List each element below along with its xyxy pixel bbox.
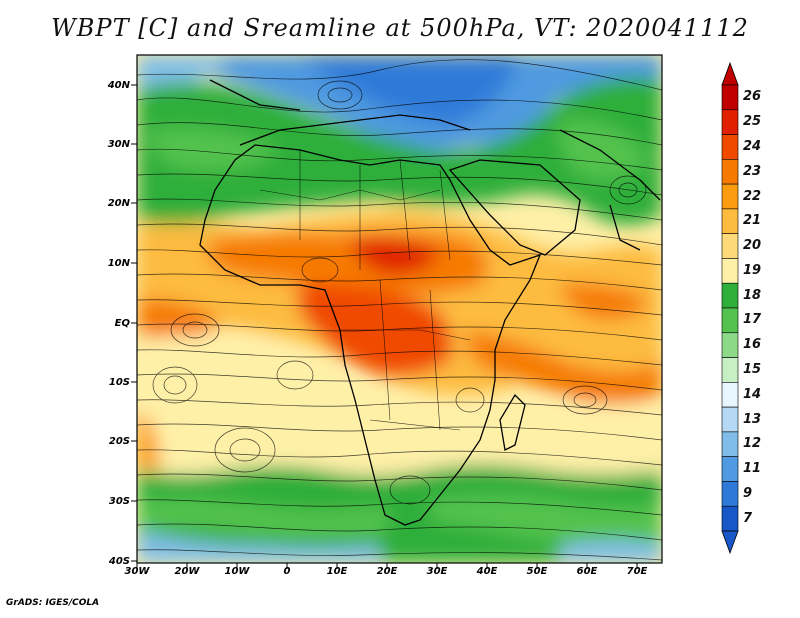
lon-label: 30W bbox=[124, 566, 150, 577]
colorbar-swatch bbox=[721, 183, 739, 210]
colorbar-label: 9 bbox=[743, 485, 753, 501]
colorbar-label: 18 bbox=[743, 287, 762, 303]
colorbar-label: 13 bbox=[743, 411, 762, 427]
colorbar-swatch bbox=[721, 282, 739, 309]
colorbar-top-arrow bbox=[721, 61, 739, 86]
coastlines bbox=[199, 79, 661, 526]
lon-label: 10E bbox=[326, 566, 348, 577]
lat-label: EQ bbox=[114, 318, 130, 329]
lon-label: 40E bbox=[476, 566, 498, 577]
lon-label: 20E bbox=[376, 566, 398, 577]
colorbar-label: 22 bbox=[743, 188, 762, 204]
grads-credit: GrADS: IGES/COLA bbox=[6, 598, 100, 608]
colorbar-swatch bbox=[721, 258, 739, 284]
colorbar-label: 12 bbox=[743, 436, 762, 452]
colorbar-swatch bbox=[721, 109, 739, 135]
colorbar-swatch bbox=[721, 431, 739, 457]
lon-label: 70E bbox=[626, 566, 648, 577]
colorbar-label: 25 bbox=[743, 114, 762, 130]
colorbar-label: 24 bbox=[743, 138, 762, 154]
lat-label: 20S bbox=[108, 436, 130, 447]
colorbar-swatch bbox=[721, 208, 739, 234]
lon-label: 30E bbox=[426, 566, 448, 577]
colorbar-swatch bbox=[721, 357, 739, 383]
colorbar-label: 20 bbox=[743, 238, 762, 254]
lat-label: 40N bbox=[107, 80, 130, 91]
map-title: WBPT [C] and Sreamline at 500hPa, VT: 20… bbox=[51, 14, 749, 42]
map-frame bbox=[131, 54, 663, 569]
colorbar-label: 7 bbox=[743, 510, 753, 526]
colorbar-label: 14 bbox=[743, 386, 762, 402]
colorbar-swatch bbox=[721, 159, 739, 185]
lat-label: 30S bbox=[108, 496, 130, 507]
colorbar-label: 19 bbox=[743, 262, 762, 278]
colorbar-swatch bbox=[721, 84, 739, 111]
colorbar-swatch bbox=[721, 233, 739, 259]
lat-label: 10S bbox=[108, 377, 130, 388]
lon-label: 10W bbox=[224, 566, 250, 577]
map-field bbox=[137, 55, 662, 563]
country-borders bbox=[259, 150, 471, 431]
lat-label: 30N bbox=[107, 139, 130, 150]
colorbar-swatch bbox=[721, 307, 739, 334]
colorbar-swatch bbox=[721, 456, 739, 482]
colorbar-label: 11 bbox=[743, 461, 762, 477]
colorbar-bottom-arrow bbox=[721, 530, 739, 555]
colorbar-label: 16 bbox=[743, 337, 762, 353]
lat-label: 10N bbox=[107, 258, 130, 269]
lon-label: 50E bbox=[526, 566, 548, 577]
lon-label: 0 bbox=[283, 566, 291, 577]
colorbar-label: 15 bbox=[743, 361, 762, 377]
colorbar-swatch bbox=[721, 481, 739, 507]
colorbar bbox=[721, 61, 739, 555]
colorbar-label: 17 bbox=[743, 312, 762, 328]
lon-label: 20W bbox=[174, 566, 200, 577]
lon-label: 60E bbox=[576, 566, 598, 577]
colorbar-swatch bbox=[721, 332, 739, 358]
colorbar-swatch bbox=[721, 406, 739, 433]
colorbar-label: 23 bbox=[743, 163, 762, 179]
lat-label: 20N bbox=[107, 198, 130, 209]
lat-label: 40S bbox=[108, 556, 130, 567]
colorbar-swatch bbox=[721, 134, 739, 160]
colorbar-swatch bbox=[721, 382, 739, 408]
colorbar-label: 26 bbox=[743, 89, 762, 105]
colorbar-label: 21 bbox=[743, 213, 762, 229]
colorbar-swatch bbox=[721, 505, 739, 532]
